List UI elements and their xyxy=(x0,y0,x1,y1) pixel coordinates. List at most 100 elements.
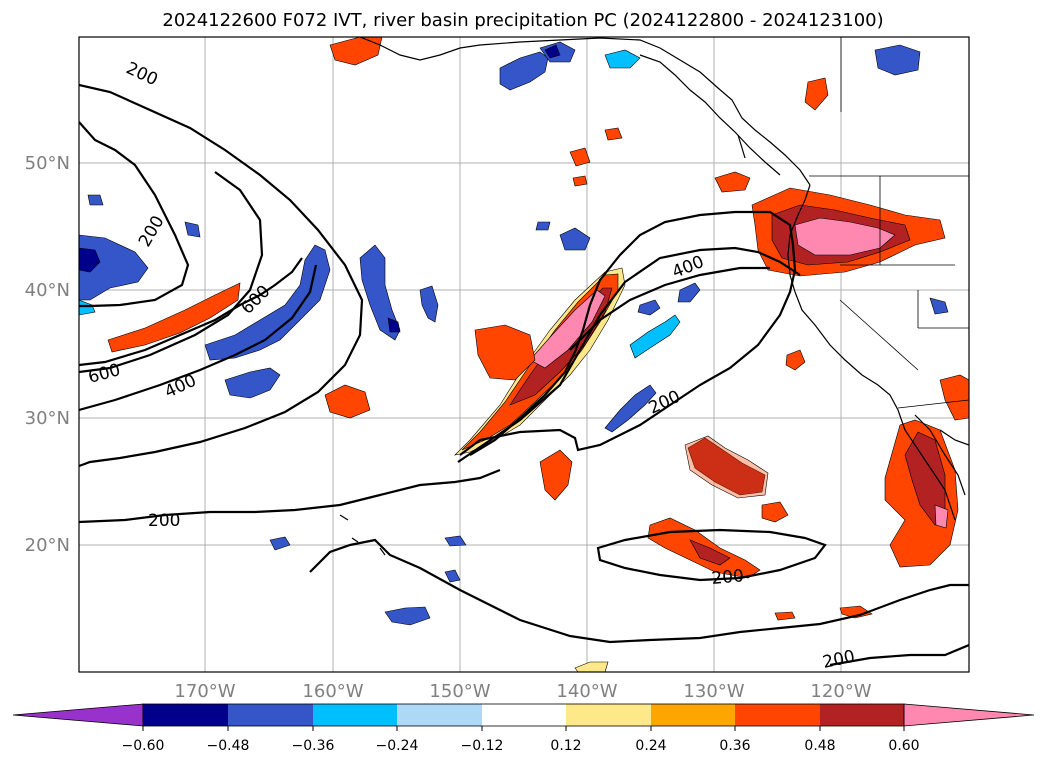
anomaly-neg-165w xyxy=(224,367,281,399)
island-hawaii-2 xyxy=(351,537,359,543)
anomaly-neg-55n-c xyxy=(604,49,641,69)
colorbar-bin-3 xyxy=(313,704,397,726)
contour-200-ar xyxy=(459,210,797,456)
anomaly-neg-38n xyxy=(637,299,661,316)
contour-200-north xyxy=(79,83,364,468)
anomaly-baja-pink xyxy=(934,504,949,529)
anomaly-neg-17n xyxy=(444,569,461,583)
anomaly-blob-14n xyxy=(839,605,873,619)
colorbar-under-arrow xyxy=(12,703,144,727)
lon-label-140w: 140°W xyxy=(556,681,617,702)
anomaly-west-band-top xyxy=(329,37,383,66)
longitude-labels: 170°W 160°W 150°W 140°W 130°W 120°W xyxy=(174,681,871,702)
anomaly-blob-22n-red xyxy=(689,539,731,566)
anomaly-ar-west-lobe xyxy=(474,324,536,381)
anomaly-blob-52n xyxy=(604,127,623,141)
lat-label-30n: 30°N xyxy=(25,408,70,429)
anomaly-neg-west-edge-navy xyxy=(79,247,101,273)
anomaly-blob-48n-a xyxy=(569,147,591,167)
colorbar-bin-6 xyxy=(566,704,651,726)
anomaly-blob-30n xyxy=(324,384,371,419)
colorbar-tick-label: −0.24 xyxy=(376,738,419,754)
colorbar-tick-label: 0.48 xyxy=(804,738,835,754)
contour-200-west xyxy=(79,121,190,308)
lon-label-150w: 150°W xyxy=(429,681,490,702)
colorbar-tick-label: 0.60 xyxy=(888,738,919,754)
lat-label-50n: 50°N xyxy=(25,153,70,174)
colorbar-bin-2 xyxy=(228,704,313,726)
anomaly-neg-20n-b xyxy=(444,535,467,547)
colorbar-tick-label: −0.48 xyxy=(207,738,250,754)
coast-bc-wa xyxy=(787,184,811,293)
lon-label-160w: 160°W xyxy=(302,681,363,702)
anomaly-neg-west-edge-cyan xyxy=(79,299,96,316)
anomaly-neg-14n xyxy=(384,606,431,626)
anomaly-blob-15n xyxy=(774,611,796,621)
border-ca-nv xyxy=(839,299,919,371)
coast-alaska-inner xyxy=(639,54,781,176)
anomaly-neg-45n-west xyxy=(184,221,201,238)
anomaly-blob-27n-b xyxy=(684,435,769,499)
map-area: 200 200 600 600 400 400 200 200 200 200 xyxy=(79,37,969,672)
anomaly-neg-153w xyxy=(419,285,439,323)
latitude-labels: 50°N 40°N 30°N 20°N xyxy=(25,153,70,556)
coast-california xyxy=(794,291,906,431)
colorbar-over-arrow xyxy=(903,703,1035,727)
anomaly-neg-47n-west xyxy=(87,194,104,206)
lat-label-20n: 20°N xyxy=(25,535,70,556)
anomaly-neg-39n xyxy=(677,282,701,303)
contour-200-closed xyxy=(596,528,827,582)
coast-alaska-south xyxy=(359,37,811,186)
colorbar: −0.60 −0.48 −0.36 −0.24 −0.12 0.12 0.24 … xyxy=(12,703,1035,754)
contour-400 xyxy=(79,264,318,412)
colorbar-bin-9 xyxy=(820,704,904,726)
colorbar-bin-4 xyxy=(397,704,482,726)
coast-baja xyxy=(904,429,956,521)
contour-600-outer xyxy=(79,171,264,374)
anomaly-neg-36n xyxy=(629,314,681,359)
colorbar-tick-label: −0.12 xyxy=(461,738,504,754)
colorbar-tick-label: 0.24 xyxy=(635,738,666,754)
contour-400-east-inner xyxy=(569,266,770,351)
lat-label-40n: 40°N xyxy=(25,280,70,301)
negative-precip-anomalies xyxy=(79,41,949,626)
anomaly-ar-band-pink xyxy=(529,289,606,369)
contour-label: 200 xyxy=(148,511,180,531)
anomaly-neg-55n-navy xyxy=(544,44,561,59)
anomaly-blob-55n xyxy=(804,77,829,111)
anomaly-neg-157w xyxy=(359,244,401,341)
anomaly-neg-157w-navy xyxy=(387,317,401,333)
anomaly-neg-41n-east xyxy=(929,297,949,315)
anomaly-blob-46n xyxy=(572,175,588,187)
anomaly-blob-25n xyxy=(539,449,573,501)
colorbar-bin-7 xyxy=(651,704,735,726)
coast-mexico xyxy=(939,429,969,446)
colorbar-tick-labels: −0.60 −0.48 −0.36 −0.24 −0.12 0.12 0.24 … xyxy=(122,738,920,754)
anomaly-neg-55n-a xyxy=(499,51,549,91)
contour-600-inner xyxy=(79,257,303,367)
lon-label-120w: 120°W xyxy=(810,681,871,702)
anomaly-pnw-pink xyxy=(794,217,896,256)
coastlines xyxy=(339,37,969,556)
contour-label: 200 xyxy=(711,566,745,589)
anomaly-blob-27n-a xyxy=(687,437,766,496)
anomaly-west-band xyxy=(107,282,241,353)
anomaly-blob-12n xyxy=(574,661,609,672)
anomaly-blob-36n xyxy=(785,349,806,371)
colorbar-bin-8 xyxy=(735,704,820,726)
ivt-contours xyxy=(79,83,969,667)
anomaly-neg-44n xyxy=(559,227,591,251)
anomaly-neg-20n-a xyxy=(269,536,291,551)
island-hawaii-1 xyxy=(339,514,349,521)
anomaly-neg-56n-east xyxy=(874,44,921,76)
contour-200-subtrop xyxy=(309,538,969,644)
contour-200-se xyxy=(829,643,969,667)
figure-title: 2024122600 F072 IVT, river basin precipi… xyxy=(162,10,883,31)
island-hawaii-3 xyxy=(379,547,386,556)
colorbar-frame xyxy=(142,703,905,727)
island-haida xyxy=(737,134,746,159)
colorbar-tick-label: −0.60 xyxy=(122,738,165,754)
lon-label-130w: 130°W xyxy=(683,681,744,702)
anomaly-blob-48n-b xyxy=(714,171,751,193)
colorbar-bin-1 xyxy=(143,704,228,726)
